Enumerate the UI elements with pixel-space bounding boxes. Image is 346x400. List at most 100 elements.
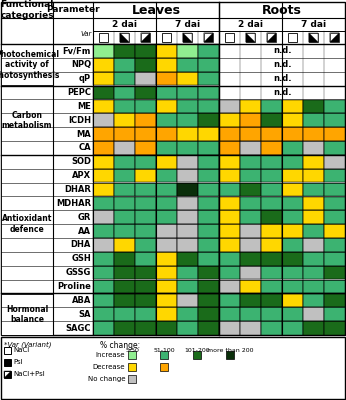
Bar — [135, 141, 156, 155]
Bar — [282, 280, 303, 293]
Bar — [4, 347, 11, 354]
Bar — [93, 183, 114, 196]
Bar — [324, 197, 345, 210]
Bar — [114, 210, 135, 224]
Bar — [156, 169, 177, 182]
Bar — [156, 294, 177, 307]
Text: No change: No change — [88, 376, 125, 382]
Bar — [1, 337, 345, 399]
Bar — [177, 210, 198, 224]
Bar — [156, 58, 177, 72]
Bar — [240, 321, 261, 335]
Bar — [226, 351, 234, 359]
Polygon shape — [141, 33, 150, 42]
Text: NaCl+Psl: NaCl+Psl — [13, 372, 45, 378]
Bar — [135, 127, 156, 141]
Polygon shape — [267, 33, 276, 42]
Text: Psl: Psl — [13, 360, 22, 366]
Text: CA: CA — [79, 144, 91, 152]
Bar — [282, 321, 303, 335]
Bar — [261, 141, 282, 155]
Bar — [160, 363, 168, 371]
Bar — [219, 238, 240, 252]
Bar — [156, 183, 177, 196]
Text: 5-50: 5-50 — [125, 348, 139, 353]
Bar — [198, 44, 219, 58]
Bar — [135, 252, 156, 266]
Bar — [1, 155, 53, 293]
Bar — [288, 33, 297, 42]
Bar — [261, 252, 282, 266]
Bar — [114, 183, 135, 196]
Bar — [93, 72, 114, 85]
Bar — [219, 252, 240, 266]
Bar — [261, 280, 282, 293]
Bar — [198, 321, 219, 335]
Bar — [114, 141, 135, 155]
Bar — [219, 100, 240, 113]
Bar — [324, 238, 345, 252]
Bar — [128, 375, 136, 383]
Bar — [93, 224, 114, 238]
Bar — [198, 197, 219, 210]
Bar — [261, 321, 282, 335]
Bar — [156, 114, 177, 127]
Text: Carbon
metabolism: Carbon metabolism — [2, 110, 52, 130]
Bar — [240, 210, 261, 224]
Bar — [135, 294, 156, 307]
Bar — [177, 44, 198, 58]
Bar — [324, 155, 345, 168]
Bar — [324, 127, 345, 141]
Bar — [114, 155, 135, 168]
Bar — [303, 141, 324, 155]
Bar — [282, 224, 303, 238]
Polygon shape — [4, 371, 11, 378]
Bar — [114, 224, 135, 238]
Text: 2 dai: 2 dai — [238, 20, 263, 29]
Bar — [198, 127, 219, 141]
Polygon shape — [183, 33, 192, 42]
Text: 2 dai: 2 dai — [112, 20, 137, 29]
Text: Decrease: Decrease — [92, 364, 125, 370]
Bar — [114, 280, 135, 293]
Bar — [267, 33, 276, 42]
Text: Antioxidant
defence: Antioxidant defence — [2, 214, 52, 234]
Text: NPQ: NPQ — [71, 60, 91, 69]
Bar — [219, 127, 240, 141]
Text: GSSG: GSSG — [66, 268, 91, 277]
Bar — [303, 169, 324, 182]
Bar — [114, 114, 135, 127]
Bar — [198, 155, 219, 168]
Bar — [261, 127, 282, 141]
Bar — [93, 100, 114, 113]
Bar — [114, 86, 135, 99]
Text: Increase: Increase — [95, 352, 125, 358]
Bar — [240, 252, 261, 266]
Bar — [193, 351, 201, 359]
Text: n.d.: n.d. — [273, 46, 291, 56]
Bar — [1, 2, 345, 335]
Text: SA: SA — [79, 310, 91, 319]
Bar — [219, 321, 240, 335]
Bar — [303, 280, 324, 293]
Polygon shape — [309, 33, 318, 42]
Bar — [93, 155, 114, 168]
Bar — [93, 58, 114, 72]
Bar — [198, 86, 219, 99]
Bar — [303, 100, 324, 113]
Bar — [93, 266, 114, 279]
Bar — [198, 58, 219, 72]
Bar — [261, 100, 282, 113]
Bar — [309, 33, 318, 42]
Bar — [246, 33, 255, 42]
Text: AA: AA — [78, 226, 91, 236]
Bar — [93, 44, 114, 58]
Bar — [93, 127, 114, 141]
Bar — [177, 224, 198, 238]
Text: n.d.: n.d. — [273, 60, 291, 69]
Bar — [198, 183, 219, 196]
Bar — [282, 210, 303, 224]
Text: Functional
categories: Functional categories — [0, 0, 54, 20]
Polygon shape — [246, 33, 255, 42]
Bar — [219, 210, 240, 224]
